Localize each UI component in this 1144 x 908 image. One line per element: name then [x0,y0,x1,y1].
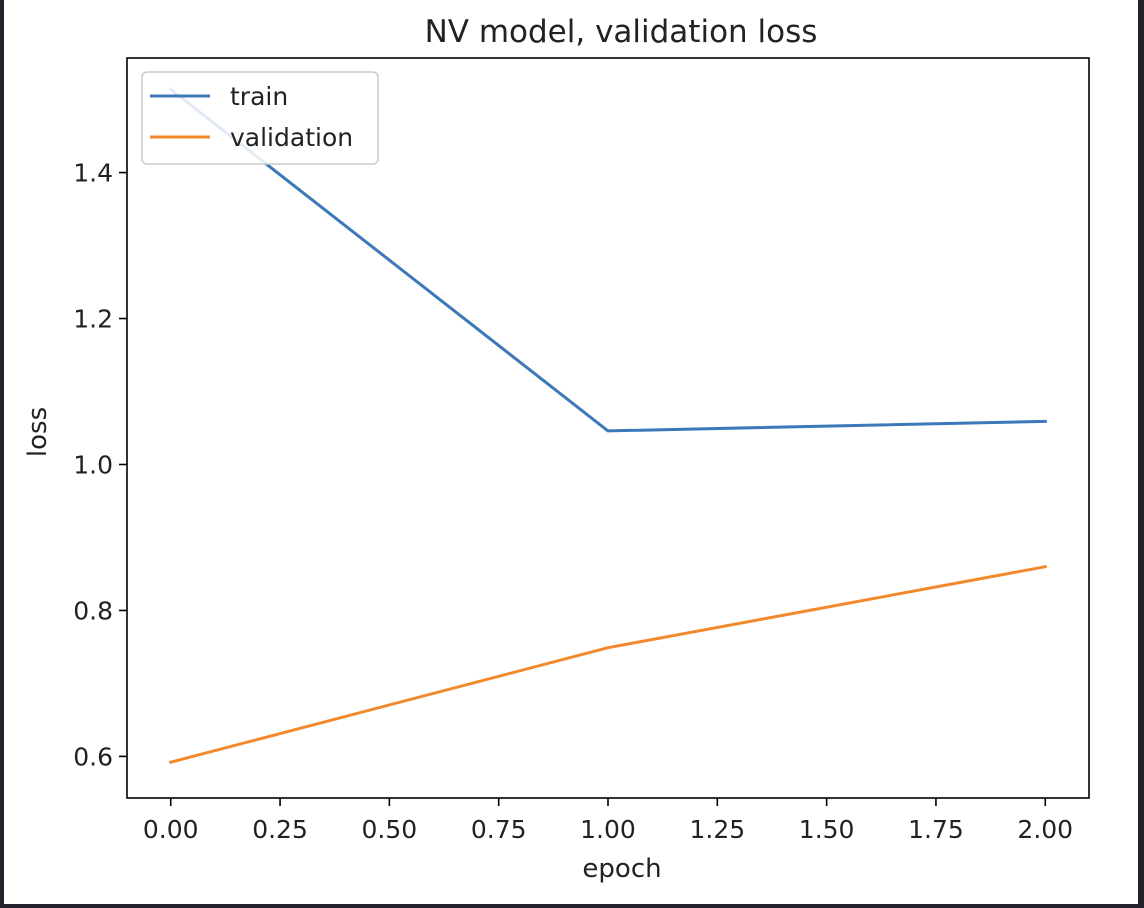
y-tick-label: 0.8 [73,596,113,625]
x-tick-label: 0.50 [362,815,418,844]
x-tick-label: 1.25 [689,815,745,844]
y-axis-ticks: 0.6 0.8 1.0 1.2 1.4 [73,159,127,771]
plot-content [168,87,1048,765]
x-tick-label: 1.00 [580,815,636,844]
x-axis-ticks: 0.00 0.25 0.50 0.75 1.00 1.25 1.50 1.75 2.00 [143,798,1073,844]
chart-title: NV model, validation loss [425,14,818,50]
x-tick-label: 0.75 [471,815,527,844]
chart-legend: train validation [141,71,379,165]
y-tick-label: 1.2 [73,305,113,334]
legend-label-validation: validation [230,123,353,152]
legend-label-train: train [230,82,288,111]
series-line-validation [168,564,1048,765]
line-chart: NV model, validation loss 0.00 0.25 0.50 0.… [23,14,1090,884]
x-tick-label: 2.00 [1017,815,1073,844]
x-tick-label: 1.50 [799,815,855,844]
series-line-train [168,87,1047,433]
y-tick-label: 0.6 [73,742,113,771]
y-tick-label: 1.4 [73,159,113,188]
x-tick-label: 0.25 [252,815,308,844]
x-axis-label: epoch [582,854,661,884]
y-tick-label: 1.0 [73,450,113,479]
x-tick-label: 1.75 [908,815,964,844]
x-tick-label: 0.00 [143,815,199,844]
chart-frame: NV model, validation loss 0.00 0.25 0.50 0.… [4,0,1138,904]
y-axis-label: loss [23,407,53,457]
